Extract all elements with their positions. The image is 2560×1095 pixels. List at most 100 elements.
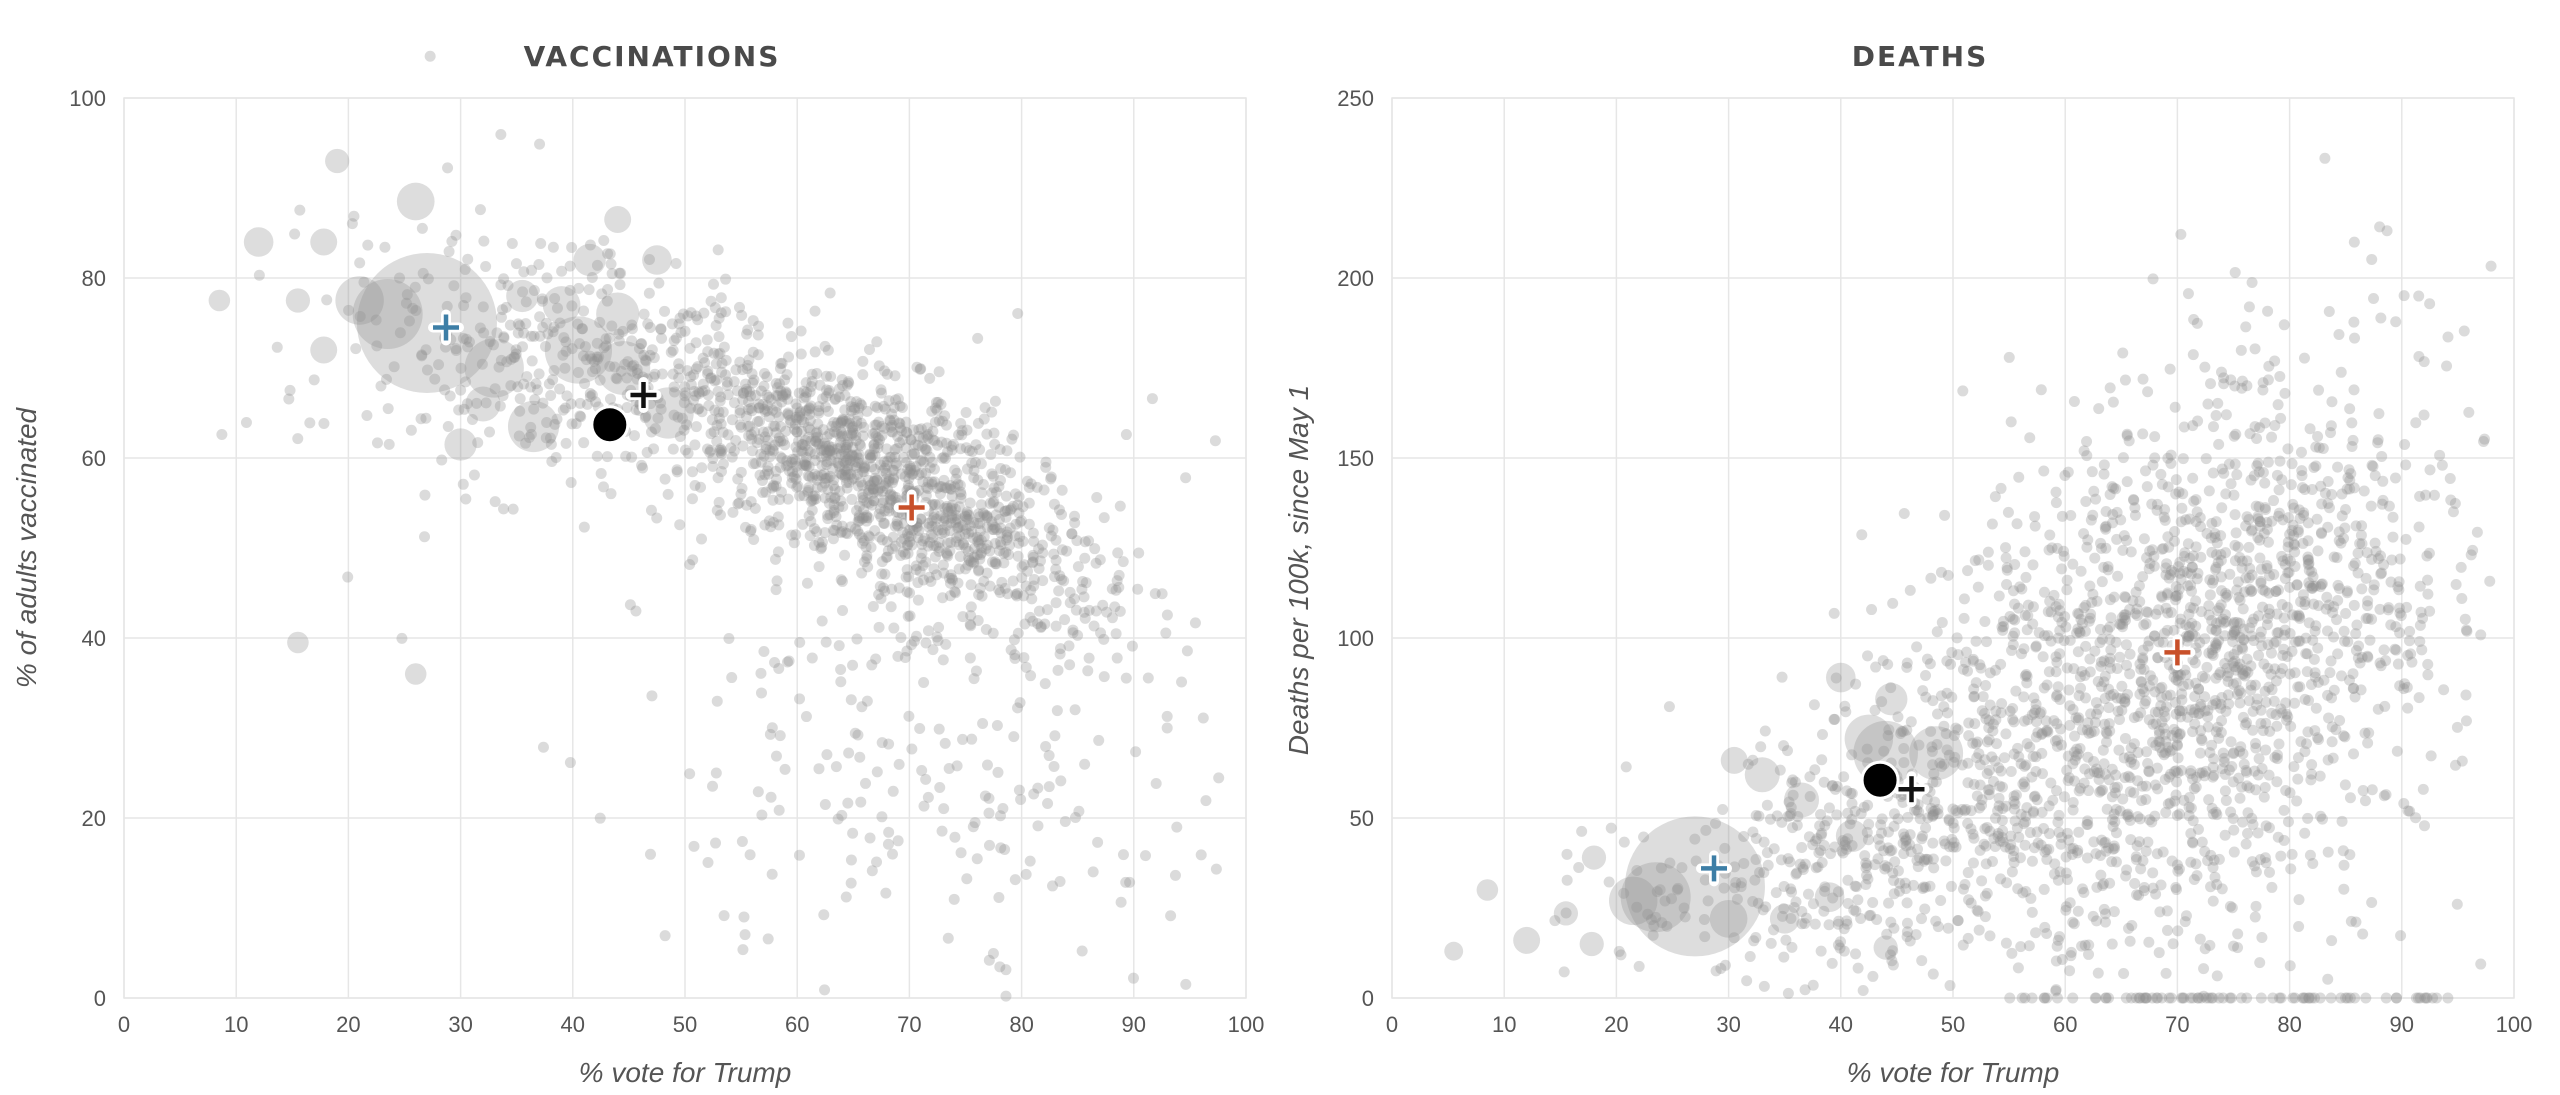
data-point xyxy=(1934,757,1946,769)
data-point xyxy=(871,336,883,348)
data-point xyxy=(931,513,943,525)
data-point xyxy=(2068,395,2080,407)
data-point xyxy=(1028,580,1040,592)
data-point xyxy=(965,620,977,632)
data-point xyxy=(816,536,828,548)
data-point xyxy=(598,342,610,354)
data-point xyxy=(2333,526,2345,538)
data-point xyxy=(2163,572,2175,584)
data-point xyxy=(858,556,870,568)
data-point xyxy=(2170,488,2182,500)
data-point xyxy=(2097,784,2109,796)
data-point xyxy=(1987,775,1999,787)
data-point xyxy=(2081,724,2093,736)
data-point xyxy=(781,455,793,467)
data-point xyxy=(2335,992,2347,1004)
data-point xyxy=(1935,690,1947,702)
data-point xyxy=(2067,842,2079,854)
data-point xyxy=(799,440,811,452)
data-point xyxy=(2206,623,2218,635)
data-point xyxy=(2122,808,2134,820)
data-point xyxy=(2193,683,2205,695)
data-point xyxy=(940,513,952,525)
data-point xyxy=(850,435,862,447)
data-point xyxy=(2218,467,2230,479)
data-point xyxy=(2317,443,2329,455)
data-point xyxy=(775,486,787,498)
data-point xyxy=(857,488,869,500)
data-point xyxy=(2054,648,2066,660)
data-point xyxy=(776,357,788,369)
data-point xyxy=(900,416,912,428)
data-point xyxy=(753,433,765,445)
data-point xyxy=(463,336,475,348)
data-point xyxy=(2121,430,2133,442)
data-point xyxy=(2007,639,2019,651)
data-point xyxy=(2232,942,2244,954)
data-point xyxy=(932,396,944,408)
data-point xyxy=(2341,483,2353,495)
data-point xyxy=(2227,748,2239,760)
data-point xyxy=(2079,669,2091,681)
data-point xyxy=(2056,739,2068,751)
data-point xyxy=(679,381,691,393)
data-point xyxy=(816,469,828,481)
data-point xyxy=(736,309,748,321)
data-point xyxy=(1098,633,1110,645)
data-point xyxy=(2295,446,2307,458)
data-point xyxy=(2178,992,2190,1004)
large-data-point xyxy=(465,386,501,422)
data-point xyxy=(2156,681,2168,693)
data-point xyxy=(2131,840,2143,852)
data-point xyxy=(2369,537,2381,549)
data-point xyxy=(2375,568,2387,580)
data-point xyxy=(715,292,727,304)
data-point xyxy=(2019,609,2031,621)
data-point xyxy=(2338,730,2350,742)
data-point xyxy=(2041,992,2053,1004)
data-point xyxy=(2052,632,2064,644)
data-point xyxy=(770,553,782,565)
data-point xyxy=(2353,640,2365,652)
large-data-point xyxy=(1875,683,1908,716)
data-point xyxy=(554,317,566,329)
data-point xyxy=(696,406,708,418)
data-point xyxy=(379,241,391,253)
data-point xyxy=(2206,517,2218,529)
data-point xyxy=(2249,679,2261,691)
data-point xyxy=(2361,547,2373,559)
data-point xyxy=(783,465,795,477)
data-point xyxy=(774,494,786,506)
data-point xyxy=(820,472,832,484)
data-point xyxy=(1989,491,2001,503)
data-point xyxy=(2045,777,2057,789)
data-point xyxy=(2192,823,2204,835)
data-point xyxy=(2104,634,2116,646)
data-point xyxy=(1898,757,1910,769)
data-point xyxy=(2285,863,2297,875)
data-point xyxy=(1036,539,1048,551)
data-point xyxy=(2307,634,2319,646)
data-point xyxy=(1860,857,1872,869)
data-point xyxy=(1792,810,1804,822)
data-point xyxy=(2156,591,2168,603)
data-point xyxy=(2213,438,2225,450)
data-point xyxy=(1831,809,1843,821)
data-point xyxy=(2419,992,2431,1004)
data-point xyxy=(2027,559,2039,571)
data-point xyxy=(763,411,775,423)
data-point xyxy=(2106,763,2118,775)
data-point xyxy=(2080,495,2092,507)
data-point xyxy=(998,547,1010,559)
data-point xyxy=(2338,532,2350,544)
data-point xyxy=(2104,725,2116,737)
data-point xyxy=(2447,506,2459,518)
data-point xyxy=(757,398,769,410)
data-point xyxy=(840,477,852,489)
data-point xyxy=(2111,781,2123,793)
data-point xyxy=(2180,630,2192,642)
data-point xyxy=(2067,916,2079,928)
data-point xyxy=(715,391,727,403)
data-point xyxy=(894,437,906,449)
data-point xyxy=(2308,461,2320,473)
